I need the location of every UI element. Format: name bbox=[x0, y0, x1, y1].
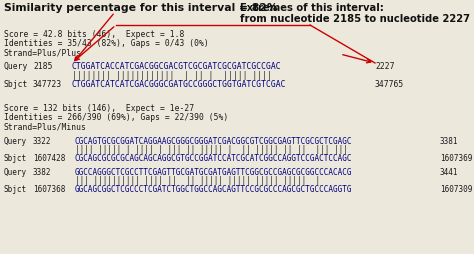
Text: Sbjct: Sbjct bbox=[4, 80, 28, 89]
Text: |||||||| ||||||||||||  | || |  ||||| ||||: |||||||| |||||||||||| | || | ||||| |||| bbox=[72, 71, 272, 80]
Text: |||| ||||| | |||| | ||| || ||||| |  || ||||| || ||  ||| |||: |||| ||||| | |||| | ||| || ||||| | || ||… bbox=[75, 145, 348, 154]
Text: Query: Query bbox=[4, 62, 28, 71]
Text: 1607428: 1607428 bbox=[33, 154, 65, 163]
Text: CTGGATCATCATCGACGGGCGATGCCGGGCTGGTGATCGTCGAC: CTGGATCATCATCGACGGGCGATGCCGGGCTGGTGATCGT… bbox=[72, 80, 286, 89]
Text: ||| |||||||||| |||| ||  || ||||| ||||| ||||| |||||  |: ||| |||||||||| |||| || || ||||| ||||| ||… bbox=[75, 176, 320, 185]
Text: Query: Query bbox=[4, 168, 27, 177]
Text: 2227: 2227 bbox=[375, 62, 394, 71]
Text: Score = 42.8 bits (46),  Expect = 1.8: Score = 42.8 bits (46), Expect = 1.8 bbox=[4, 30, 184, 39]
Text: 3381: 3381 bbox=[440, 137, 458, 146]
Text: Query: Query bbox=[4, 137, 27, 146]
Text: Strand=Plus/Plus: Strand=Plus/Plus bbox=[4, 48, 82, 57]
Text: 347765: 347765 bbox=[375, 80, 404, 89]
Text: CTGGATCACCATCGACGGCGACGTCGCGATCGCGATCGCCGAC: CTGGATCACCATCGACGGCGACGTCGCGATCGCGATCGCC… bbox=[72, 62, 282, 71]
Text: Score = 132 bits (146),  Expect = 1e-27: Score = 132 bits (146), Expect = 1e-27 bbox=[4, 104, 194, 113]
Text: from nucleotide 2185 to nucleotide 2227: from nucleotide 2185 to nucleotide 2227 bbox=[240, 14, 470, 24]
Text: CGCAGCGCGCGCAGCAGCAGGCGTGCCGGATCCATCGCATCGGCCAGGTCCGACTCCAGC: CGCAGCGCGCGCAGCAGCAGGCGTGCCGGATCCATCGCAT… bbox=[75, 154, 353, 163]
Text: Similarity percentage for this interval = 82%: Similarity percentage for this interval … bbox=[4, 3, 278, 13]
Text: 2185: 2185 bbox=[33, 62, 53, 71]
Text: 1607369: 1607369 bbox=[440, 154, 473, 163]
Text: Extremes of this interval:: Extremes of this interval: bbox=[240, 3, 384, 13]
Text: Sbjct: Sbjct bbox=[4, 154, 27, 163]
Text: GGCCAGGGCTCGCCTTCGAGTTGCGATGCGATGAGTTCGGCGCCGAGCGCGGCCCACACG: GGCCAGGGCTCGCCTTCGAGTTGCGATGCGATGAGTTCGG… bbox=[75, 168, 353, 177]
Text: CGCAGTGCGCGGATCAGGAAGCGGGCGGGATCGACGGCGTCGGCGAGTTCGCGCTCGAGC: CGCAGTGCGCGGATCAGGAAGCGGGCGGGATCGACGGCGT… bbox=[75, 137, 353, 146]
Text: 3322: 3322 bbox=[33, 137, 52, 146]
Text: 347723: 347723 bbox=[33, 80, 62, 89]
Text: Sbjct: Sbjct bbox=[4, 185, 27, 194]
Text: 3441: 3441 bbox=[440, 168, 458, 177]
Text: GGCAGCGGCTCGCCCTCGATCTGGCTGGCCAGCAGTTCCGCGCCCAGCGCTGCCCAGGTG: GGCAGCGGCTCGCCCTCGATCTGGCTGGCCAGCAGTTCCG… bbox=[75, 185, 353, 194]
Text: 3382: 3382 bbox=[33, 168, 52, 177]
Text: Identities = 35/43 (82%), Gaps = 0/43 (0%): Identities = 35/43 (82%), Gaps = 0/43 (0… bbox=[4, 39, 209, 48]
Text: Identities = 266/390 (69%), Gaps = 22/390 (5%): Identities = 266/390 (69%), Gaps = 22/39… bbox=[4, 113, 228, 122]
Text: 1607368: 1607368 bbox=[33, 185, 65, 194]
Text: 1607309: 1607309 bbox=[440, 185, 473, 194]
Text: Strand=Plus/Minus: Strand=Plus/Minus bbox=[4, 122, 87, 131]
